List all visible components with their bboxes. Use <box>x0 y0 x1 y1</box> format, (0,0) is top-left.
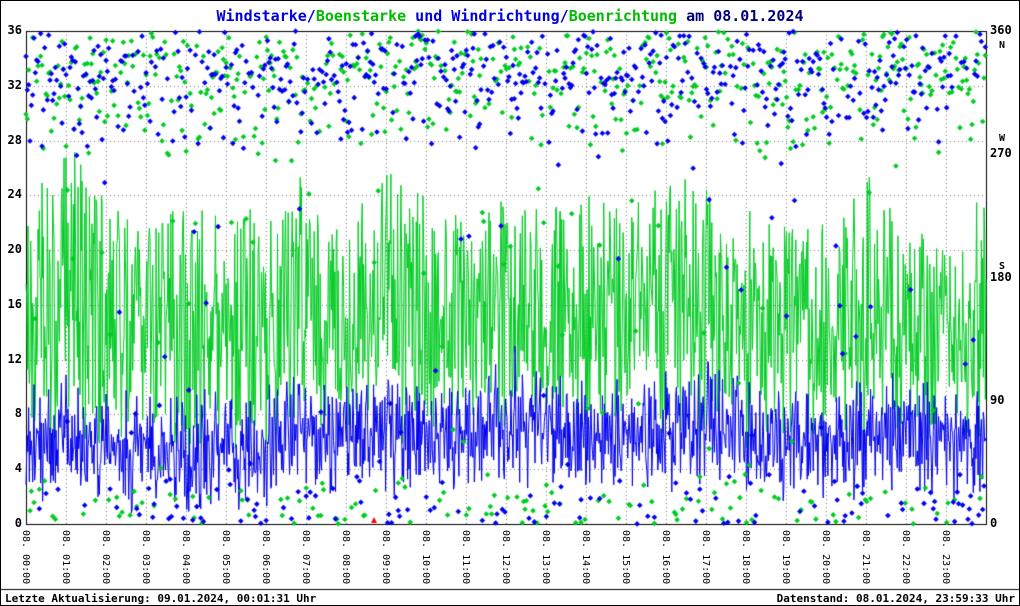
chart-title-segment: am 08.01.2024 <box>677 7 804 25</box>
x-axis-tick-label: 08. 20:00 <box>820 530 831 585</box>
y-axis-left-tick-label: 20 <box>7 242 22 257</box>
x-axis-tick-label: 08. 23:00 <box>940 530 951 585</box>
x-axis-tick-label: 08. 17:00 <box>700 530 711 585</box>
y-axis-right-tick-label: 270 <box>990 146 1012 161</box>
y-axis-left-tick-label: 4 <box>14 461 22 476</box>
y-axis-left-tick-label: 8 <box>14 406 22 421</box>
y-axis-left-tick-label: 24 <box>7 187 22 202</box>
chart-title-segment: Boenrichtung <box>568 7 678 25</box>
compass-direction-label: S <box>999 260 1006 272</box>
y-axis-left-tick-label: 12 <box>7 351 22 366</box>
chart-title-segment: und Windrichtung/ <box>406 7 569 25</box>
x-axis-tick-label: 08. 10:00 <box>420 530 431 585</box>
compass-direction-label: W <box>999 133 1006 145</box>
x-axis-tick-label: 08. 11:00 <box>460 530 471 585</box>
x-axis-tick-label: 08. 04:00 <box>180 530 191 585</box>
y-axis-left-tick-label: 0 <box>14 516 22 530</box>
x-axis-tick-label: 08. 18:00 <box>740 530 751 585</box>
y-axis-left-tick-label: 36 <box>7 23 22 37</box>
x-axis-tick-label: 08. 19:00 <box>780 530 791 585</box>
x-axis-tick-label: 08. 08:00 <box>340 530 351 585</box>
x-axis-tick-label: 08. 02:00 <box>100 530 111 585</box>
y-axis-right-tick-label: 0 <box>990 516 998 530</box>
x-axis-tick-label: 08. 13:00 <box>540 530 551 585</box>
x-axis-tick-label: 08. 12:00 <box>500 530 511 585</box>
chart-title: Windstarke/Boenstarke und Windrichtung/B… <box>1 7 1019 25</box>
x-axis-tick-label: 08. 22:00 <box>900 530 911 585</box>
x-axis-tick-label: 08. 16:00 <box>660 530 671 585</box>
chart-title-segment: Boenstarke <box>315 7 407 25</box>
footer-last-update: Letzte Aktualisierung: 09.01.2024, 00:01… <box>5 592 317 605</box>
x-axis-tick-label: 08. 21:00 <box>860 530 871 585</box>
x-axis-tick-label: 08. 05:00 <box>220 530 231 585</box>
y-axis-right-tick-label: 180 <box>990 269 1012 284</box>
y-axis-left-tick-label: 16 <box>7 296 22 311</box>
x-axis-tick-label: 08. 07:00 <box>300 530 311 585</box>
x-axis-tick-label: 08. 09:00 <box>380 530 391 585</box>
x-axis-tick-label: 08. 01:00 <box>60 530 71 585</box>
x-axis-tick-label: 08. 03:00 <box>140 530 151 585</box>
chart-title-segment: Windstarke/ <box>216 7 316 25</box>
y-axis-right-tick-label: 360 <box>990 23 1012 37</box>
x-axis-tick-label: 08. 06:00 <box>260 530 271 585</box>
x-axis-tick-label: 08. 14:00 <box>580 530 591 585</box>
y-axis-left-tick-label: 28 <box>7 132 22 147</box>
footer-data-timestamp: Datenstand: 08.01.2024, 23:59:33 Uhr <box>776 592 1015 605</box>
y-axis-right-tick-label: 90 <box>990 392 1005 407</box>
y-axis-left-tick-label: 32 <box>7 77 22 92</box>
x-axis-tick-label: 08. 15:00 <box>620 530 631 585</box>
x-axis-tick-label: 08. 00:00 <box>20 530 31 585</box>
compass-direction-label: N <box>999 40 1006 52</box>
